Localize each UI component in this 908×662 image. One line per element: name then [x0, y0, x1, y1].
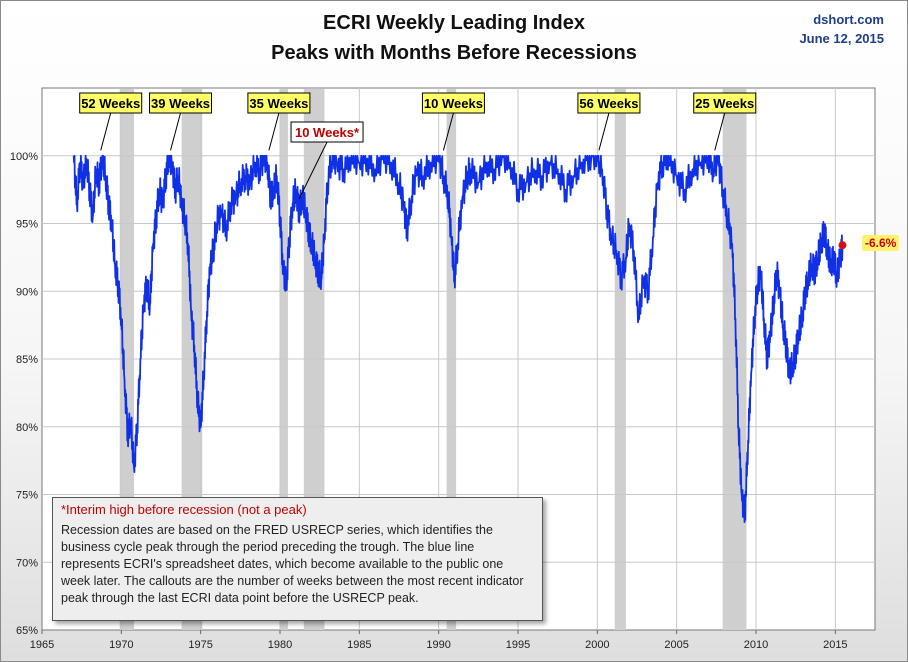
callout-label: 35 Weeks	[249, 96, 308, 111]
y-tick-label: 95%	[16, 219, 38, 231]
y-tick-label: 90%	[16, 286, 38, 298]
note-headline: *Interim high before recession (not a pe…	[61, 502, 307, 517]
callout-pointer	[298, 141, 328, 200]
callout-label: 56 Weeks	[579, 96, 638, 111]
x-tick-label: 1980	[268, 639, 292, 651]
x-tick-label: 2010	[744, 639, 768, 651]
callout-box	[79, 92, 143, 114]
x-tick-label: 1990	[426, 639, 450, 651]
callout-box	[577, 92, 641, 114]
y-tick-label: 85%	[16, 354, 38, 366]
y-tick-label: 65%	[16, 625, 38, 637]
x-tick-label: 1975	[188, 639, 212, 651]
callout-pointer	[714, 112, 726, 151]
chart-title: ECRI Weekly Leading Index	[323, 12, 585, 34]
callout-label: 10 Weeks*	[295, 125, 360, 140]
last-value-label: -6.6%	[862, 235, 900, 251]
callout-pointer	[598, 112, 610, 151]
callout-pointer	[170, 112, 182, 151]
x-tick-label: 1965	[30, 639, 54, 651]
note-box: *Interim high before recession (not a pe…	[52, 497, 543, 621]
callout-box	[149, 92, 213, 114]
callout-box	[693, 92, 757, 114]
callout-box	[290, 121, 364, 143]
callout-label: 52 Weeks	[81, 96, 140, 111]
callout-pointer	[442, 112, 454, 151]
x-tick-label: 1995	[506, 639, 530, 651]
x-tick-label: 2005	[664, 639, 688, 651]
chart-subtitle: Peaks with Months Before Recessions	[271, 42, 637, 64]
callout-pointer	[268, 112, 280, 151]
y-tick-label: 75%	[16, 490, 38, 502]
series-line-1	[72, 154, 844, 523]
x-tick-label: 1985	[347, 639, 371, 651]
callout-box	[421, 92, 485, 114]
x-tick-label: 2015	[823, 639, 847, 651]
series-layer	[72, 154, 847, 523]
callout-pointer	[100, 112, 112, 151]
y-tick-label: 70%	[16, 557, 38, 569]
callout-label: 39 Weeks	[151, 96, 210, 111]
y-tick-label: 80%	[16, 422, 38, 434]
axes: 65% 70% 75% 80% 85% 90% 95% 100% 1965 1970 1975 198…	[10, 151, 848, 651]
last-point-marker	[838, 241, 847, 250]
callout-box	[247, 92, 311, 114]
date-label: June 12, 2015	[799, 31, 884, 46]
x-tick-label: 2000	[585, 639, 609, 651]
y-tick-label: 100%	[10, 151, 38, 163]
callout-label: 25 Weeks	[695, 96, 754, 111]
callout-label: 10 Weeks	[424, 96, 483, 111]
source-label: dshort.com	[813, 12, 884, 27]
note-body: Recession dates are based on the FRED US…	[61, 523, 524, 605]
callouts: 52 Weeks 39 Weeks 35 Weeks 10 Weeks* 10 Week…	[79, 92, 757, 200]
x-tick-label: 1970	[109, 639, 133, 651]
